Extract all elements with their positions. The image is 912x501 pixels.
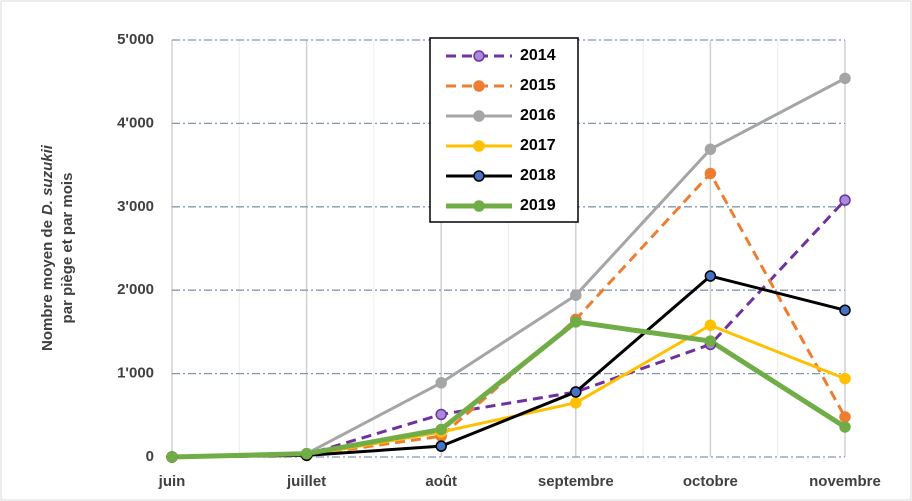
series-marker xyxy=(839,421,851,433)
legend-label: 2018 xyxy=(520,167,556,184)
series-line xyxy=(171,319,847,460)
legend-box xyxy=(429,37,579,223)
legend-marker xyxy=(473,80,485,92)
legend-marker xyxy=(473,50,485,62)
y-tick-label: 4'000 xyxy=(117,114,154,131)
series-marker xyxy=(839,372,851,385)
series-marker xyxy=(839,72,851,85)
legend-label: 2017 xyxy=(520,137,556,154)
y-label-part: D. suzukii xyxy=(39,144,56,215)
y-tick-label: 5'000 xyxy=(117,31,154,48)
x-tick-label: septembre xyxy=(538,473,614,490)
series-marker xyxy=(704,270,717,282)
y-tick-label: 3'000 xyxy=(117,198,154,215)
series-marker xyxy=(435,440,447,452)
series-marker xyxy=(300,447,313,460)
series-marker xyxy=(570,386,582,398)
series-marker xyxy=(839,194,851,206)
series-marker xyxy=(704,335,717,347)
legend-label: 2014 xyxy=(520,47,556,64)
series-marker xyxy=(839,304,851,316)
x-tick-label: juin xyxy=(158,473,186,490)
series-marker xyxy=(704,167,717,180)
y-tick-label: 0 xyxy=(146,448,154,465)
legend-marker xyxy=(473,170,485,182)
x-tick-label: novembre xyxy=(809,473,881,490)
y-tick-label: 2'000 xyxy=(117,281,154,298)
legend-label: 2019 xyxy=(520,197,556,214)
legend-label: 2015 xyxy=(520,77,556,94)
series-marker xyxy=(435,408,447,421)
y-label-part: Nombre moyen de xyxy=(39,220,56,351)
series-marker xyxy=(570,316,582,328)
series-marker xyxy=(166,451,178,463)
legend-marker xyxy=(473,110,485,122)
legend-marker xyxy=(473,140,485,152)
y-tick-label: 1'000 xyxy=(117,365,154,382)
series-marker xyxy=(570,397,582,409)
series-marker xyxy=(704,319,717,331)
series-marker xyxy=(435,377,447,389)
series-marker xyxy=(570,289,582,301)
series-marker xyxy=(435,423,447,436)
x-tick-label: octobre xyxy=(683,473,738,490)
x-tick-label: juillet xyxy=(286,473,326,490)
series-marker xyxy=(839,411,851,423)
legend-marker xyxy=(473,200,485,212)
legend-label: 2016 xyxy=(520,107,556,124)
y-axis-label: Nombre moyen de D. suzukii xyxy=(39,144,56,351)
series-marker xyxy=(704,143,717,156)
x-tick-label: août xyxy=(425,473,457,490)
y-axis-label: par piège et par mois xyxy=(59,173,76,324)
